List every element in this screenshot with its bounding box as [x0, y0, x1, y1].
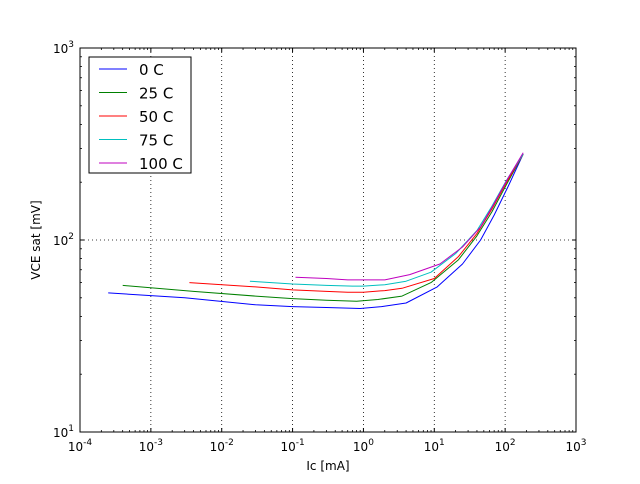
legend-label: 0 C [139, 61, 164, 79]
axis-ticks [79, 47, 577, 433]
series-line-2 [189, 153, 524, 293]
legend-box [88, 56, 192, 174]
legend-label: 100 C [139, 155, 183, 173]
x-tick-label: 102 [495, 438, 516, 454]
x-tick-label: 10-3 [139, 438, 163, 454]
x-tick-label: 10-2 [210, 438, 234, 454]
tick-labels: 10-4 10-3 10-2 10-1 100 101 102 103 101 102 103 [53, 40, 587, 454]
legend-label: 50 C [139, 108, 173, 126]
legend: 0 C 25 C 50 C 75 C 100 C [88, 56, 192, 174]
legend-label: 25 C [139, 85, 173, 103]
x-axis-label: Ic [mA] [306, 459, 349, 473]
y-tick-label: 102 [53, 232, 74, 248]
y-tick-label: 103 [53, 40, 74, 56]
series-layer [108, 152, 524, 309]
series-line-1 [122, 153, 524, 302]
x-tick-label: 101 [424, 438, 445, 454]
x-tick-label: 100 [353, 438, 374, 454]
x-tick-label: 10-4 [68, 438, 93, 454]
x-tick-label: 10-1 [280, 438, 304, 454]
series-line-3 [249, 153, 524, 287]
y-axis-label: VCE sat [mV] [29, 200, 43, 279]
legend-label: 75 C [139, 132, 173, 150]
x-tick-label: 103 [565, 438, 586, 454]
series-line-4 [295, 152, 524, 281]
series-line-0 [108, 153, 524, 309]
y-tick-label: 101 [53, 424, 74, 440]
